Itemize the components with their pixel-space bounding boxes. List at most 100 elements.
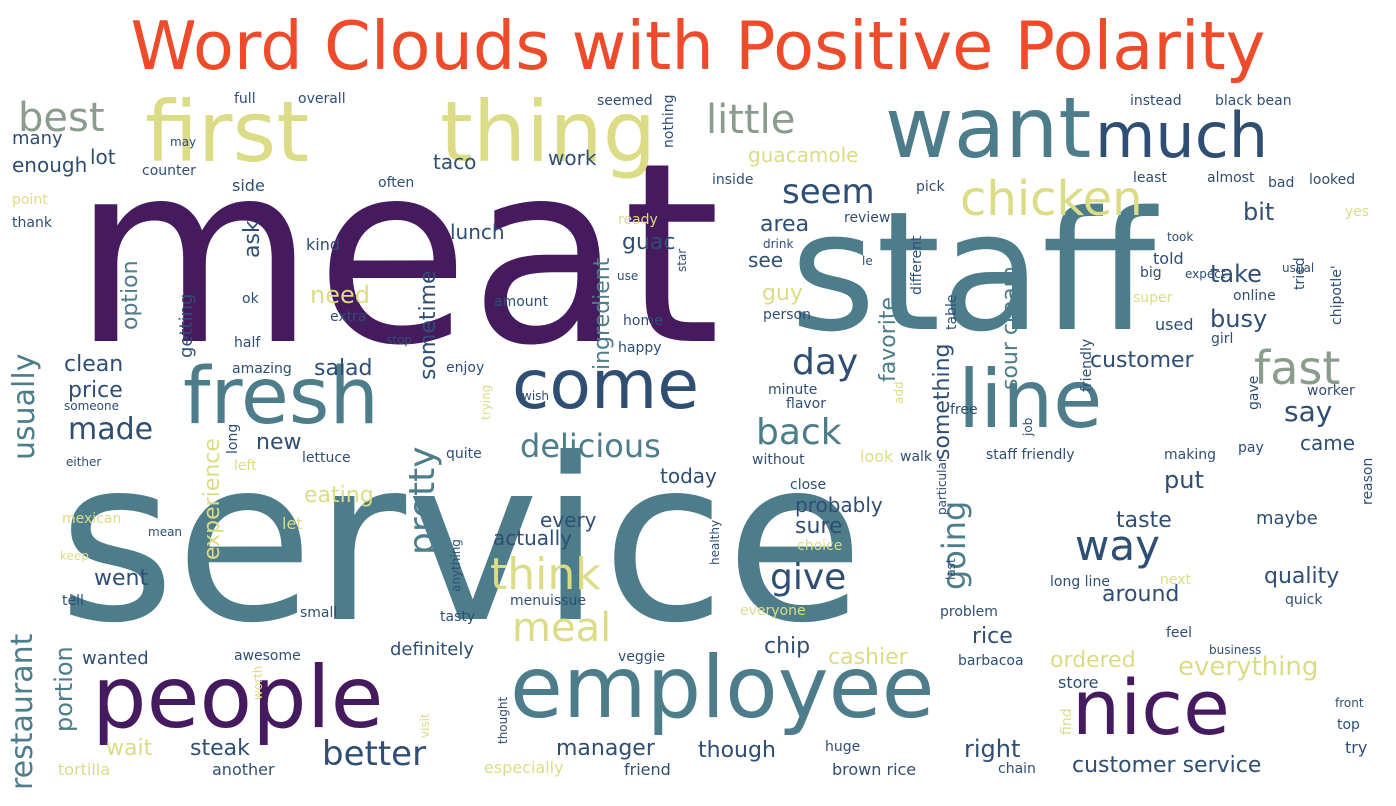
word-nice: nice bbox=[1072, 663, 1230, 752]
word-trying: trying bbox=[479, 384, 493, 420]
word-tell: tell bbox=[62, 593, 84, 609]
word-worker: worker bbox=[1307, 383, 1355, 399]
word-every: every bbox=[540, 508, 597, 532]
word-chicken: chicken bbox=[960, 171, 1143, 227]
word-seem: seem bbox=[782, 172, 875, 212]
word-everyone: everyone bbox=[740, 603, 806, 619]
word-give: give bbox=[770, 557, 847, 598]
word-problem: problem bbox=[940, 604, 998, 620]
word-use: use bbox=[617, 269, 639, 283]
word-back: back bbox=[756, 412, 842, 453]
word-flavor: flavor bbox=[786, 396, 827, 412]
word-review: review bbox=[844, 210, 891, 226]
word-service: service bbox=[58, 411, 864, 673]
word-someone: someone bbox=[64, 399, 119, 413]
word-worth: worth bbox=[251, 665, 265, 700]
word-friendly: friendly bbox=[1079, 338, 1095, 392]
word-used: used bbox=[1155, 315, 1194, 334]
word-without: without bbox=[752, 452, 805, 468]
word-many: many bbox=[12, 128, 63, 149]
word-long-line: long line bbox=[1050, 574, 1110, 590]
word-awesome: awesome bbox=[234, 648, 301, 664]
word-ok: ok bbox=[242, 291, 259, 307]
word-guy: guy bbox=[762, 281, 803, 306]
word-counter: counter bbox=[142, 163, 196, 179]
word-seemed: seemed bbox=[597, 93, 653, 109]
word-anything: anything bbox=[449, 539, 463, 592]
word-small: small bbox=[300, 605, 338, 621]
word-home: home bbox=[623, 313, 663, 329]
word-cloud-title: Word Clouds with Positive Polarity bbox=[130, 7, 1266, 85]
word-left: left bbox=[234, 458, 257, 474]
word-ready: ready bbox=[618, 212, 658, 228]
word-star: star bbox=[675, 248, 689, 272]
word-definitely: definitely bbox=[390, 639, 475, 660]
word-visit: visit bbox=[418, 713, 432, 738]
word-friend: friend bbox=[624, 760, 671, 779]
word-fresh: fresh bbox=[183, 352, 379, 442]
word-getting: getting bbox=[176, 293, 197, 358]
word-wish: wish bbox=[522, 389, 550, 403]
word-rice: rice bbox=[972, 624, 1013, 649]
word-experience: experience bbox=[200, 438, 225, 560]
word-eating: eating bbox=[304, 483, 374, 508]
word-menuissue: menuissue bbox=[510, 593, 586, 609]
word-take: take bbox=[1210, 260, 1262, 288]
word-people: people bbox=[92, 648, 384, 748]
word-quick: quick bbox=[1285, 592, 1323, 608]
word-much: much bbox=[1095, 99, 1269, 172]
word-last: last bbox=[944, 558, 958, 580]
word-bad: bad bbox=[1268, 175, 1295, 191]
word-kind: kind bbox=[306, 235, 341, 254]
word-free: free bbox=[950, 402, 978, 418]
word-ingredient: ingredient bbox=[590, 257, 615, 370]
word-customer-service: customer service bbox=[1072, 753, 1262, 778]
word-fast: fast bbox=[1254, 341, 1341, 395]
word-gave: gave bbox=[1246, 375, 1262, 410]
word-better: better bbox=[322, 734, 427, 774]
word-particular: particular bbox=[935, 457, 949, 515]
word-le: le bbox=[862, 254, 873, 268]
word-quality: quality bbox=[1264, 564, 1340, 589]
word-ask: ask bbox=[240, 220, 265, 258]
word-tried: tried bbox=[1292, 257, 1308, 290]
word-expect: expect bbox=[1185, 267, 1226, 281]
word-super: super bbox=[1133, 290, 1173, 306]
word-either: either bbox=[66, 455, 102, 469]
word-instead: instead bbox=[1130, 93, 1182, 109]
word-thing: thing bbox=[440, 83, 657, 181]
word-chain: chain bbox=[998, 761, 1036, 777]
word-way: way bbox=[1075, 521, 1160, 570]
word-came: came bbox=[1300, 431, 1356, 455]
word-table: table bbox=[944, 294, 960, 330]
word-tortilla: tortilla bbox=[58, 760, 111, 779]
word-restaurant: restaurant bbox=[5, 633, 40, 790]
word-keep: keep bbox=[60, 549, 89, 563]
word-feel: feel bbox=[1166, 625, 1193, 641]
word-work: work bbox=[548, 146, 597, 170]
word-line: line bbox=[958, 353, 1103, 446]
word-guac: guac bbox=[622, 230, 676, 255]
word-minute: minute bbox=[768, 382, 818, 398]
word-pick: pick bbox=[916, 179, 945, 195]
word-price: price bbox=[68, 378, 123, 403]
word-think: think bbox=[490, 549, 601, 600]
word-nothing: nothing bbox=[661, 94, 677, 148]
word-day: day bbox=[792, 342, 859, 383]
word-walk: walk bbox=[900, 449, 933, 465]
word-salad: salad bbox=[314, 356, 373, 381]
word-different: different bbox=[909, 235, 925, 295]
word-full: full bbox=[234, 91, 256, 107]
word-online: online bbox=[1233, 288, 1276, 304]
word-black-bean: black bean bbox=[1215, 93, 1292, 109]
word-looked: looked bbox=[1309, 172, 1356, 188]
word-enjoy: enjoy bbox=[446, 360, 485, 376]
word-pretty: pretty bbox=[402, 446, 443, 555]
word-guacamole: guacamole bbox=[748, 143, 859, 167]
word-especially: especially bbox=[484, 758, 564, 777]
word-store: store bbox=[1058, 673, 1099, 692]
word-usual: usual bbox=[1282, 261, 1315, 275]
word-need: need bbox=[310, 281, 370, 309]
word-happy: happy bbox=[618, 340, 662, 356]
word-maybe: maybe bbox=[1256, 508, 1318, 529]
